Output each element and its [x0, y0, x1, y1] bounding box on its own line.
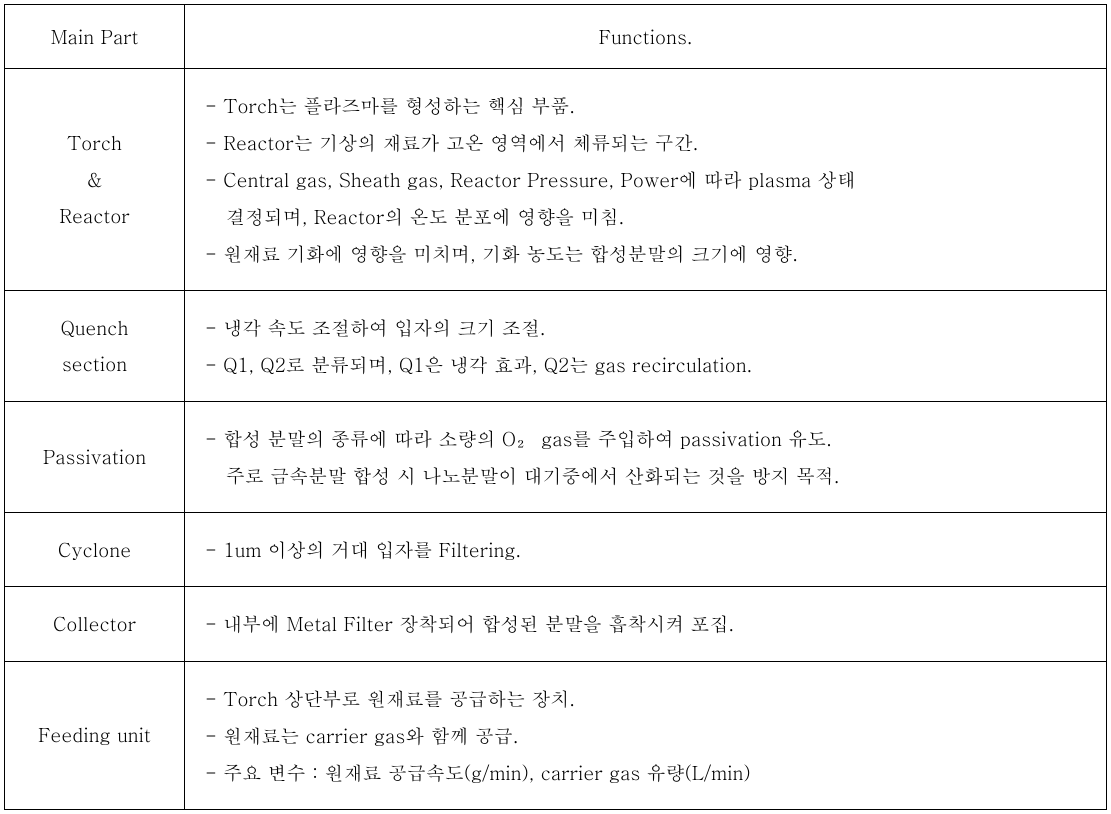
- function-line: - Central gas, Sheath gas, Reactor Press…: [205, 161, 1086, 198]
- parts-functions-table: Main Part Functions. Torch&Reactor- Torc…: [4, 4, 1107, 810]
- table-row: Collector - 내부에 Metal Filter 장착되어 합성된 분말을…: [5, 587, 1107, 661]
- main-part-text: Cyclone: [25, 532, 164, 568]
- main-part-text: Reactor: [25, 198, 164, 234]
- main-part-text: Collector: [25, 606, 164, 642]
- function-line: - 합성 분말의 종류에 따라 소량의 O₂ gas를 주입하여 passiva…: [205, 420, 1086, 457]
- table-row: Feeding unit- Torch 상단부로 원재료를 공급하는 장치.- …: [5, 661, 1107, 809]
- function-line: - Torch 상단부로 원재료를 공급하는 장치.: [205, 680, 1086, 717]
- table-row: Torch&Reactor- Torch는 플라즈마를 형성하는 핵심 부품.-…: [5, 69, 1107, 291]
- function-line: - 원재료 기화에 영향을 미치며, 기화 농도는 합성분말의 크기에 영향.: [205, 235, 1086, 272]
- main-part-cell: Collector: [5, 587, 185, 661]
- main-part-cell: Cyclone: [5, 513, 185, 587]
- function-line: - Reactor는 기상의 재료가 고온 영역에서 체류되는 구간.: [205, 124, 1086, 161]
- functions-cell: - 냉각 속도 조절하여 입자의 크기 조절.- Q1, Q2로 분류되며, Q…: [185, 291, 1107, 402]
- column-header-main-part: Main Part: [5, 5, 185, 69]
- table-body: Torch&Reactor- Torch는 플라즈마를 형성하는 핵심 부품.-…: [5, 69, 1107, 810]
- table-row: Quenchsection- 냉각 속도 조절하여 입자의 크기 조절.- Q1…: [5, 291, 1107, 402]
- main-part-cell: Passivation: [5, 402, 185, 513]
- main-part-text: Quench: [25, 310, 164, 346]
- main-part-text: Passivation: [25, 439, 164, 475]
- function-line: - 1um 이상의 거대 입자를 Filtering.: [205, 531, 1086, 568]
- functions-cell: - 내부에 Metal Filter 장착되어 합성된 분말을 흡착시켜 포집.: [185, 587, 1107, 661]
- main-part-text: Torch: [25, 125, 164, 161]
- main-part-text: &: [25, 162, 164, 198]
- table-row: Passivation - 합성 분말의 종류에 따라 소량의 O₂ gas를 주…: [5, 402, 1107, 513]
- functions-cell: - Torch는 플라즈마를 형성하는 핵심 부품.- Reactor는 기상의…: [185, 69, 1107, 291]
- table-row: Cyclone - 1um 이상의 거대 입자를 Filtering.: [5, 513, 1107, 587]
- function-line: - Q1, Q2로 분류되며, Q1은 냉각 효과, Q2는 gas recir…: [205, 346, 1086, 383]
- function-line: - 원재료는 carrier gas와 함께 공급.: [205, 717, 1086, 754]
- column-header-functions: Functions.: [185, 5, 1107, 69]
- function-line: - 내부에 Metal Filter 장착되어 합성된 분말을 흡착시켜 포집.: [205, 605, 1086, 642]
- function-line: 결정되며, Reactor의 온도 분포에 영향을 미침.: [205, 198, 1086, 235]
- function-line: - 냉각 속도 조절하여 입자의 크기 조절.: [205, 309, 1086, 346]
- functions-cell: - 합성 분말의 종류에 따라 소량의 O₂ gas를 주입하여 passiva…: [185, 402, 1107, 513]
- functions-cell: - 1um 이상의 거대 입자를 Filtering.: [185, 513, 1107, 587]
- main-part-cell: Quenchsection: [5, 291, 185, 402]
- main-part-cell: Torch&Reactor: [5, 69, 185, 291]
- main-part-cell: Feeding unit: [5, 661, 185, 809]
- function-line: 주로 금속분말 합성 시 나노분말이 대기중에서 산화되는 것을 방지 목적.: [205, 457, 1086, 494]
- function-line: - 주요 변수 : 원재료 공급속도(g/min), carrier gas 유…: [205, 754, 1086, 791]
- function-line: - Torch는 플라즈마를 형성하는 핵심 부품.: [205, 87, 1086, 124]
- main-part-text: Feeding unit: [25, 717, 164, 753]
- functions-cell: - Torch 상단부로 원재료를 공급하는 장치.- 원재료는 carrier…: [185, 661, 1107, 809]
- main-part-text: section: [25, 346, 164, 382]
- table-header-row: Main Part Functions.: [5, 5, 1107, 69]
